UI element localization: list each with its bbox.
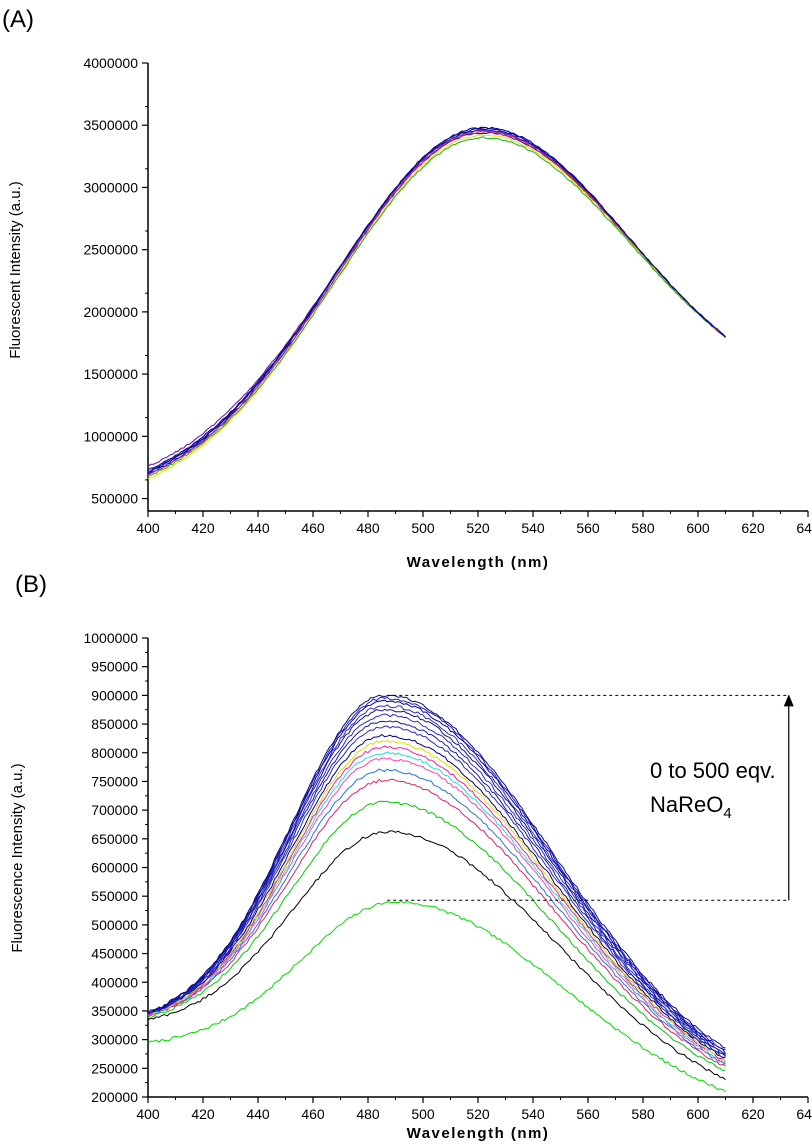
y-tick-label: 750000 [91,773,138,789]
chart-a-y-axis-title: Fluorescent Intensity (a.u.) [7,181,24,359]
x-tick-label: 640 [796,520,812,536]
annotation-range-text: 0 to 500 eqv. [650,758,776,783]
chart-a-series-line [147,134,726,480]
chart-b-series-line [147,757,726,1065]
chart-a-series-line [147,136,726,477]
y-tick-label: 450000 [91,946,138,962]
y-tick-label: 900000 [91,687,138,703]
chart-b-series-line [147,745,726,1063]
panel-b-label: (B) [15,571,47,598]
x-tick-label: 600 [686,1106,710,1122]
chart-a: 400 420 440 460 480 500 520 540 560 580 600 620 640 5… [83,55,812,536]
x-tick-label: 460 [301,1106,325,1122]
chart-a-series-line [147,127,726,471]
annotation-arrow-head [783,694,794,707]
chart-b-series-line [147,733,726,1059]
x-tick-label: 620 [741,520,765,536]
y-tick-label: 700000 [91,802,138,818]
x-tick-label: 560 [576,1106,600,1122]
y-tick-label: 250000 [91,1060,138,1076]
x-tick-label: 400 [136,520,160,536]
y-tick-label: 400000 [91,974,138,990]
chart-b-series-line [147,830,726,1081]
y-tick-label: 500000 [91,917,138,933]
chart-b-series-line [147,694,726,1049]
x-tick-label: 420 [191,520,215,536]
chart-b-series-line [147,708,726,1056]
y-tick-label: 1000000 [83,630,138,646]
annotation-compound-text: NaReO4 [650,792,732,822]
x-tick-label: 500 [411,1106,435,1122]
y-tick-label: 4000000 [83,55,138,71]
x-tick-label: 580 [631,1106,655,1122]
chart-b: 400 420 440 460 480 500 520 540 560 580 600 620 640 2… [83,630,812,1122]
x-tick-label: 620 [741,1106,765,1122]
y-tick-label: 600000 [91,860,138,876]
y-tick-label: 200000 [91,1089,138,1105]
panel-a-label: (A) [2,6,34,33]
chart-b-x-axis-title: Wavelength (nm) [407,1125,550,1142]
chart-b-series-line [147,751,726,1064]
x-tick-label: 540 [521,1106,545,1122]
chart-b-series-line [147,713,726,1056]
y-tick-label: 950000 [91,659,138,675]
x-tick-label: 500 [411,520,435,536]
y-tick-label: 2500000 [83,242,138,258]
y-tick-label: 1500000 [83,366,138,382]
x-tick-label: 580 [631,520,655,536]
annotation-compound-main: NaReO [650,792,723,817]
y-tick-label: 500000 [91,491,138,507]
x-tick-label: 440 [246,520,270,536]
chart-b-series-line [147,725,726,1058]
x-tick-label: 560 [576,520,600,536]
x-tick-label: 520 [466,520,490,536]
chart-b-series-line [147,720,726,1057]
y-tick-label: 3500000 [83,117,138,133]
y-tick-label: 850000 [91,716,138,732]
annotation-compound-subscript: 4 [723,805,731,822]
x-tick-label: 480 [356,520,380,536]
chart-b-series-line [147,900,726,1093]
chart-b-series-line [147,704,726,1055]
x-tick-label: 600 [686,520,710,536]
chart-a-x-axis-title: Wavelength (nm) [407,554,550,571]
y-tick-label: 550000 [91,888,138,904]
chart-a-series-line [147,126,726,474]
x-tick-label: 420 [191,1106,215,1122]
x-tick-label: 520 [466,1106,490,1122]
chart-b-series-line [147,696,726,1051]
chart-a-series-line [147,128,726,473]
x-tick-label: 400 [136,1106,160,1122]
y-tick-label: 300000 [91,1032,138,1048]
chart-b-series-line [147,739,726,1062]
x-tick-label: 440 [246,1106,270,1122]
chart-b-series-line [147,800,726,1072]
chart-b-series-line [147,768,726,1065]
x-tick-label: 480 [356,1106,380,1122]
x-tick-label: 540 [521,520,545,536]
chart-a-series-line [147,131,726,475]
y-tick-label: 1000000 [83,428,138,444]
x-tick-label: 460 [301,520,325,536]
chart-a-series-line [147,130,726,476]
y-tick-label: 2000000 [83,304,138,320]
y-tick-label: 650000 [91,831,138,847]
y-tick-label: 350000 [91,1003,138,1019]
y-tick-label: 3000000 [83,179,138,195]
chart-b-series-line [147,778,726,1067]
x-tick-label: 640 [796,1106,812,1122]
y-tick-label: 800000 [91,745,138,761]
chart-b-y-axis-title: Fluorescence Intensity (a.u.) [9,763,26,952]
